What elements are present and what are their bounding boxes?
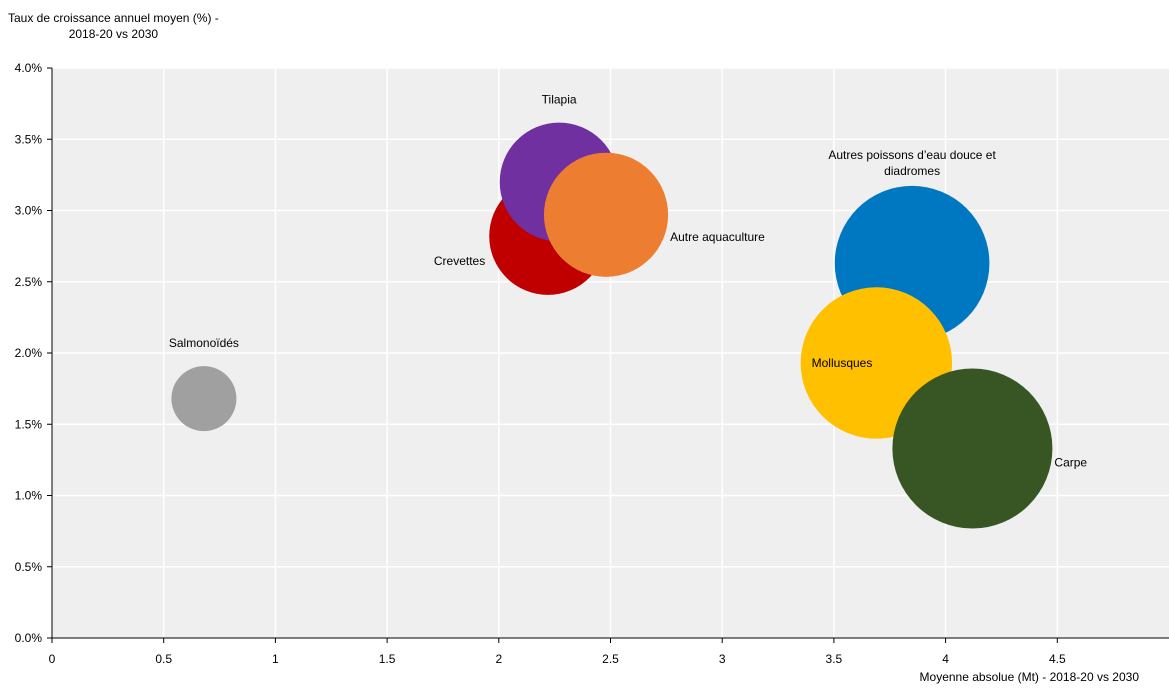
x-tick-label: 3.5 [826,652,843,666]
bubble-label: Crevettes [434,254,485,268]
bubble-label: Mollusques [812,356,873,370]
bubble-label: diadromes [884,164,940,178]
x-tick-label: 0.5 [155,652,172,666]
bubble-label: Tilapia [542,93,577,107]
y-tick-label: 1.5% [15,417,43,431]
y-tick-label: 4.0% [15,61,43,75]
y-tick-label: 2.0% [15,346,43,360]
y-tick-label: 3.5% [15,132,43,146]
x-tick-label: 4 [942,652,949,666]
x-tick-label: 2 [495,652,502,666]
y-tick-label: 3.0% [15,204,43,218]
y-tick-label: 2.5% [15,275,43,289]
x-tick-label: 1.5 [379,652,396,666]
y-tick-label: 0.5% [15,560,43,574]
y-tick-label: 0.0% [15,631,43,645]
bubble-label: Autre aquaculture [670,230,765,244]
bubble-label: Autres poissons d’eau douce et [828,148,996,162]
bubble-label: Carpe [1054,455,1087,469]
x-tick-label: 1 [272,652,279,666]
x-tick-label: 3 [719,652,726,666]
bubble [544,153,668,277]
bubble [171,366,236,431]
y-tick-label: 1.0% [15,489,43,503]
bubble [892,368,1052,528]
x-tick-label: 0 [49,652,56,666]
x-tick-label: 4.5 [1049,652,1066,666]
bubble-label: Salmonoïdés [169,336,239,350]
x-tick-label: 2.5 [602,652,619,666]
